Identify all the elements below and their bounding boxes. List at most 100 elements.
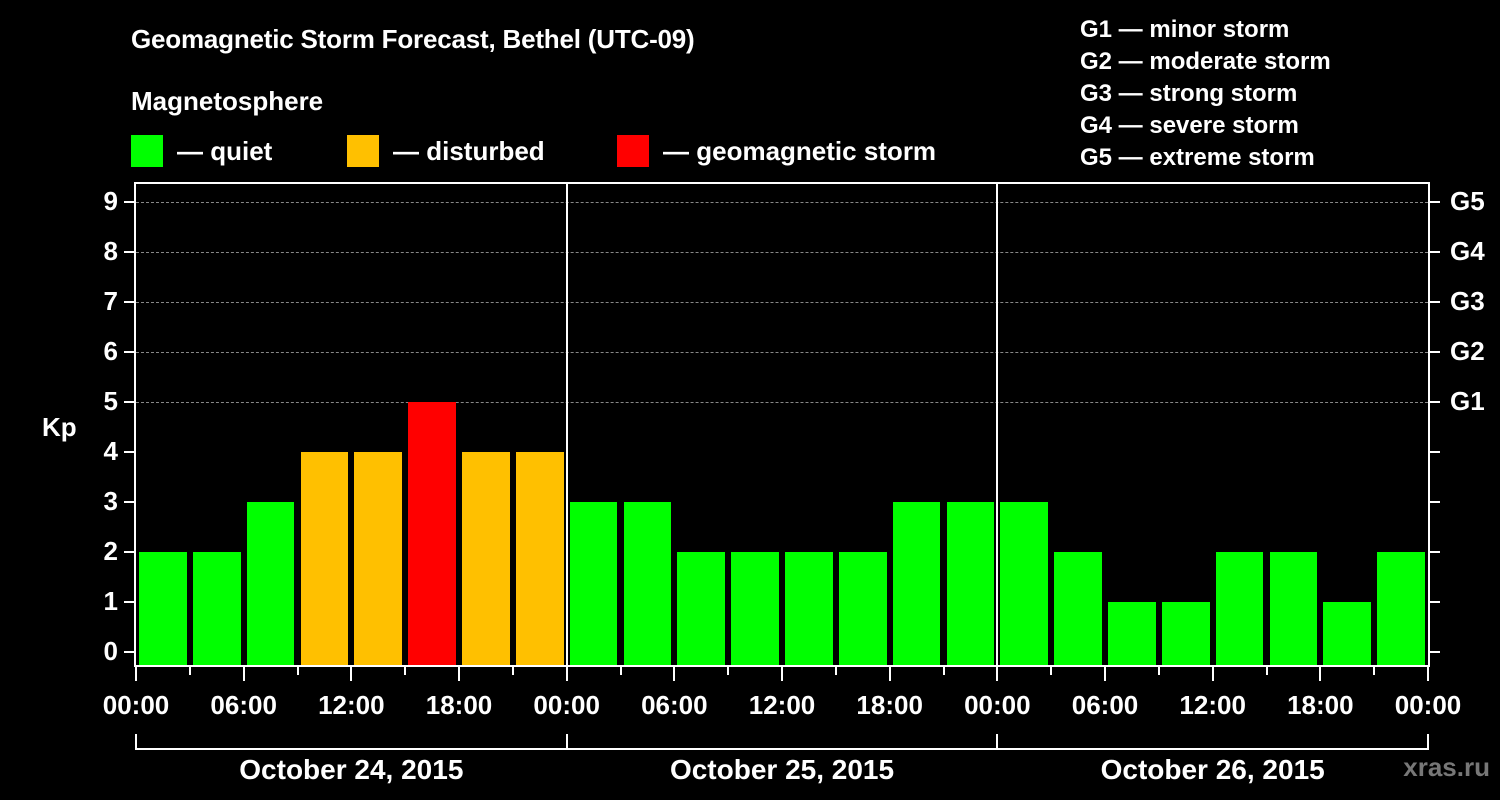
kp-bar (1108, 602, 1156, 665)
legend-storm: — geomagnetic storm (617, 134, 936, 168)
y-tick-label: 8 (103, 236, 118, 266)
x-tick (135, 667, 137, 681)
x-tick-label: 18:00 (425, 690, 493, 720)
day-bracket (135, 748, 1429, 750)
gridline (136, 352, 1428, 353)
kp-bar (623, 502, 672, 665)
x-tick-label: 06:00 (641, 690, 708, 720)
legend-storm-label: — geomagnetic storm (663, 135, 937, 166)
x-tick-label: 06:00 (210, 690, 277, 720)
y-tick (124, 351, 134, 353)
gridline (136, 302, 1428, 303)
x-tick (1104, 667, 1106, 681)
kp-bar (838, 552, 887, 665)
y-tick (124, 301, 134, 303)
y-tick-label: 7 (103, 286, 118, 316)
g-scale-label: G2 (1450, 336, 1485, 366)
x-tick (727, 667, 730, 675)
x-tick (296, 667, 299, 675)
gridline (136, 252, 1428, 253)
x-tick (888, 667, 891, 681)
storm-scale-g2: G2 — moderate storm (1080, 48, 1331, 75)
legend-quiet-label: — quiet (177, 135, 273, 166)
x-tick-label: 12:00 (318, 690, 385, 720)
x-tick (1427, 667, 1429, 681)
y-tick-right (1430, 201, 1440, 203)
x-tick-label: 00:00 (1394, 690, 1462, 720)
x-tick (996, 667, 999, 681)
chart-title: Geomagnetic Storm Forecast, Bethel (UTC-… (131, 24, 695, 54)
g-scale-label: G3 (1450, 286, 1485, 316)
x-tick (565, 667, 568, 681)
day-label: October 25, 2015 (669, 754, 895, 785)
kp-bar (731, 552, 779, 665)
storm-scale-legend: G1 — minor storm G2 — moderate storm G3 … (1080, 14, 1331, 174)
x-tick (458, 667, 460, 681)
x-tick (1050, 667, 1053, 675)
legend-disturbed: — disturbed (347, 134, 545, 168)
g-scale-label: G5 (1450, 186, 1485, 216)
x-tick (188, 667, 191, 675)
kp-bar (300, 452, 349, 665)
y-tick-label: 2 (103, 536, 118, 566)
storm-swatch (617, 135, 649, 167)
kp-bar (569, 502, 618, 665)
day-bracket-tick (996, 734, 999, 750)
y-tick-right (1430, 501, 1440, 503)
x-tick (404, 667, 407, 675)
kp-bar (1054, 552, 1102, 665)
y-tick-label: 1 (103, 586, 118, 616)
x-tick (1211, 667, 1214, 681)
day-bracket-tick (565, 734, 568, 750)
y-axis-label: Kp (42, 412, 77, 442)
kp-bar (139, 552, 187, 665)
x-tick (1319, 667, 1322, 681)
disturbed-swatch (347, 135, 379, 167)
g-scale-label: G1 (1450, 386, 1485, 416)
y-tick (124, 401, 134, 403)
day-label: October 26, 2015 (1100, 754, 1325, 785)
x-tick (242, 667, 245, 681)
y-tick-right (1430, 601, 1440, 603)
kp-bar (892, 502, 941, 665)
kp-bar (1000, 502, 1049, 665)
watermark: xras.ru (1403, 752, 1490, 782)
day-separator (565, 184, 568, 665)
x-tick (781, 667, 783, 681)
x-tick-label: 18:00 (856, 690, 923, 720)
y-tick-label: 3 (103, 486, 118, 516)
gridline (136, 402, 1428, 403)
kp-bar (246, 502, 295, 665)
x-tick-label: 00:00 (533, 690, 600, 720)
y-tick (124, 651, 134, 653)
x-tick-label: 18:00 (1287, 690, 1354, 720)
y-tick (124, 201, 134, 203)
y-tick-label: 5 (103, 386, 118, 416)
x-tick-label: 00:00 (102, 690, 170, 720)
kp-bar (354, 452, 403, 665)
kp-bar (1323, 602, 1372, 665)
x-tick-label: 00:00 (964, 690, 1031, 720)
y-tick-right (1430, 651, 1440, 653)
storm-scale-g1: G1 — minor storm (1080, 16, 1290, 43)
kp-bar (462, 452, 510, 665)
x-tick (1373, 667, 1376, 675)
y-tick (124, 251, 134, 253)
x-tick-label: 06:00 (1071, 690, 1139, 720)
kp-bar (1161, 602, 1210, 665)
y-tick-right (1430, 451, 1440, 453)
kp-bar (1269, 552, 1318, 665)
kp-bar (946, 502, 995, 665)
y-tick-right (1430, 251, 1440, 253)
day-bracket-tick (135, 734, 137, 750)
kp-bar (408, 402, 456, 665)
x-tick (673, 667, 676, 681)
gridline (136, 202, 1428, 203)
quiet-swatch (131, 135, 163, 167)
legend-disturbed-label: — disturbed (393, 135, 545, 166)
kp-bar (192, 552, 241, 665)
day-label: October 24, 2015 (239, 754, 464, 785)
x-tick-label: 12:00 (748, 690, 816, 720)
y-tick (124, 501, 134, 503)
legend-heading: Magnetosphere (131, 86, 324, 116)
